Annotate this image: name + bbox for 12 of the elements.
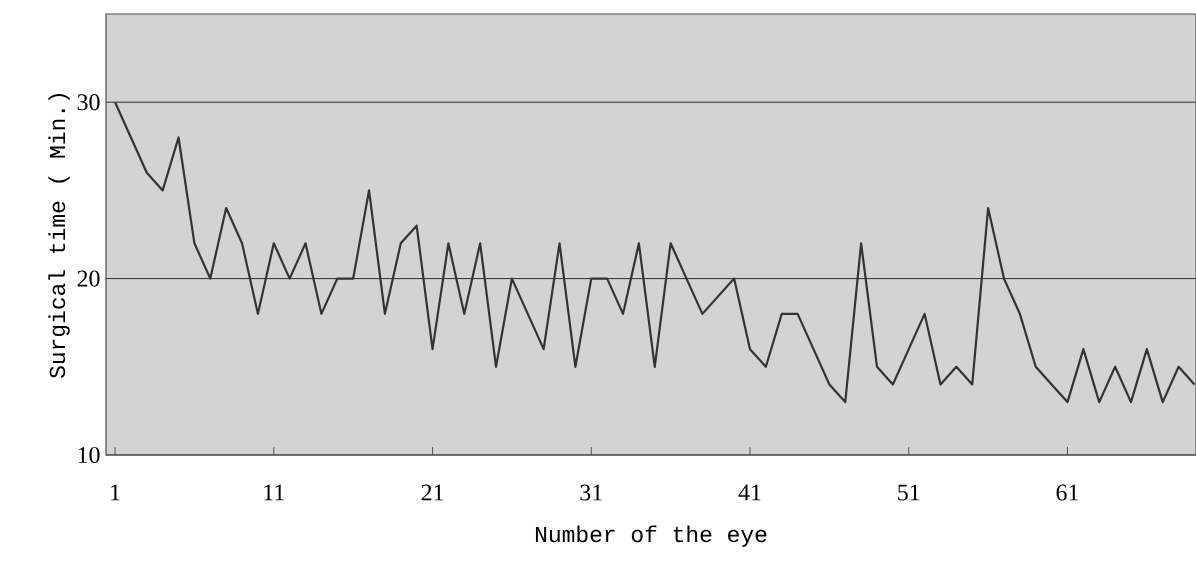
y-axis-title: Surgical time ( Min.) <box>48 94 70 378</box>
x-tick-label: 11 <box>264 484 284 501</box>
x-tick-label: 21 <box>421 484 444 501</box>
x-tick-label: 51 <box>898 484 920 501</box>
x-tick-label: 61 <box>1056 484 1078 501</box>
y-tick-label: 10 <box>78 446 100 464</box>
x-tick-label: 31 <box>580 484 602 501</box>
y-tick-label: 30 <box>77 94 100 111</box>
x-tick-label: 41 <box>738 484 761 501</box>
x-axis-title: Number of the eye <box>535 525 767 547</box>
y-tick-label: 20 <box>77 270 100 287</box>
x-tick-label: 1 <box>111 484 120 501</box>
